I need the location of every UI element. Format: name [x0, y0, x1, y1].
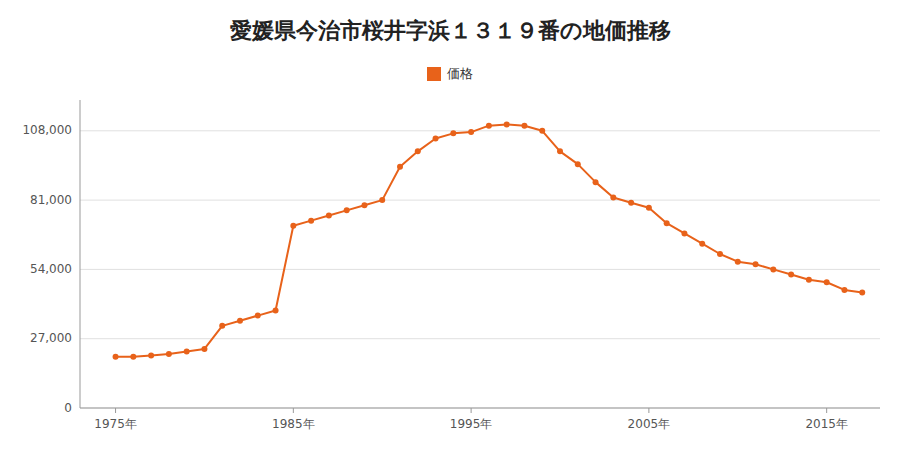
marker — [130, 354, 136, 360]
grid-line — [80, 269, 880, 270]
x-tick — [293, 408, 294, 413]
marker — [308, 218, 314, 224]
marker — [219, 323, 225, 329]
y-tick-label: 0 — [64, 401, 72, 415]
marker — [273, 307, 279, 313]
x-tick-label: 1985年 — [272, 417, 315, 431]
marker — [575, 161, 581, 167]
marker — [646, 205, 652, 211]
grid-line — [80, 408, 880, 409]
y-tick-label: 108,000 — [22, 123, 72, 137]
axes: 0 27,000 54,000 81,000 108,000 1975年 1985年 1995… — [22, 100, 880, 431]
marker — [166, 351, 172, 357]
x-tick — [471, 408, 472, 413]
x-tick — [648, 408, 649, 413]
marker — [397, 164, 403, 170]
plot-area — [113, 121, 866, 359]
marker — [290, 223, 296, 229]
marker — [753, 261, 759, 267]
grid-line — [80, 338, 880, 339]
marker — [326, 213, 332, 219]
marker — [610, 195, 616, 201]
marker — [468, 129, 474, 135]
marker — [664, 220, 670, 226]
legend-swatch — [427, 67, 441, 81]
x-tick-label: 1995年 — [450, 417, 493, 431]
marker — [859, 290, 865, 296]
marker — [681, 230, 687, 236]
marker — [628, 200, 634, 206]
grid-line — [80, 200, 880, 201]
marker — [557, 148, 563, 154]
marker — [486, 123, 492, 129]
marker — [113, 354, 119, 360]
legend: 価格 — [427, 66, 473, 82]
marker — [415, 148, 421, 154]
marker — [450, 130, 456, 136]
marker — [539, 128, 545, 134]
marker — [806, 277, 812, 283]
y-tick-label: 27,000 — [30, 331, 72, 345]
line — [116, 124, 863, 356]
marker — [521, 123, 527, 129]
x-tick-label: 1975年 — [94, 417, 137, 431]
marker — [379, 197, 385, 203]
x-tick-label: 2015年 — [805, 417, 848, 431]
marker — [433, 136, 439, 142]
x-tick — [115, 408, 116, 413]
marker — [201, 346, 207, 352]
y-tick-label: 81,000 — [30, 193, 72, 207]
legend-label: 価格 — [447, 66, 473, 81]
marker — [699, 241, 705, 247]
marker — [788, 272, 794, 278]
marker — [824, 279, 830, 285]
background — [0, 0, 900, 450]
x-tick — [826, 408, 827, 413]
x-tick-label: 2005年 — [628, 417, 671, 431]
x-axis-line — [80, 408, 880, 409]
marker — [148, 352, 154, 358]
marker — [237, 318, 243, 324]
marker — [184, 349, 190, 355]
marker — [361, 202, 367, 208]
grid-line — [80, 130, 880, 131]
marker — [841, 287, 847, 293]
marker — [593, 179, 599, 185]
marker — [735, 259, 741, 265]
marker — [344, 207, 350, 213]
title: 愛媛県今治市桜井字浜１３１９番の地価推移 — [230, 18, 671, 43]
chart: 愛媛県今治市桜井字浜１３１９番の地価推移価格 0 27,000 54,000 81,00… — [0, 0, 900, 450]
y-tick-label: 54,000 — [30, 262, 72, 276]
marker — [255, 313, 261, 319]
marker — [717, 251, 723, 257]
marker — [770, 266, 776, 272]
marker — [504, 121, 510, 127]
y-axis-line — [80, 100, 81, 408]
